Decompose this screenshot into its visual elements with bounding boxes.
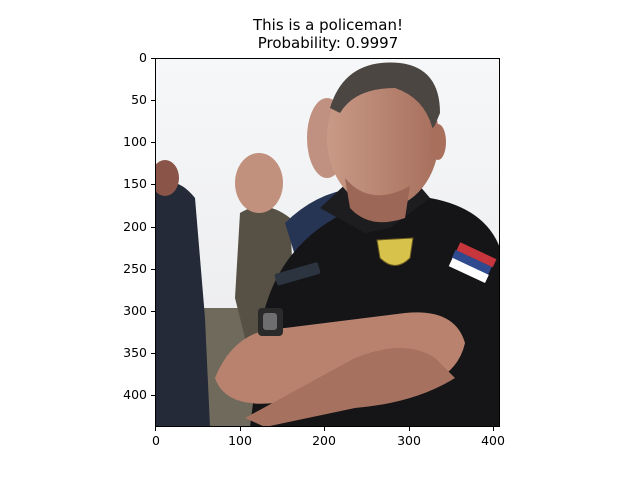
x-tick-label: 0 <box>152 433 160 448</box>
name-tag <box>274 262 321 286</box>
y-tick <box>151 269 155 270</box>
y-tick <box>151 184 155 185</box>
x-tick <box>493 427 494 431</box>
left-person <box>155 182 210 427</box>
x-tick <box>409 427 410 431</box>
y-tick <box>151 227 155 228</box>
flag-white <box>448 257 489 283</box>
face <box>327 68 439 208</box>
x-tick <box>155 427 156 431</box>
x-tick-label: 400 <box>481 433 505 448</box>
y-tick-label: 350 <box>123 345 147 360</box>
flag-blue <box>451 249 492 275</box>
x-tick-label: 300 <box>397 433 421 448</box>
y-tick-label: 250 <box>123 261 147 276</box>
left-person-head <box>155 160 179 196</box>
neck <box>345 178 410 223</box>
y-tick-label: 400 <box>123 387 147 402</box>
x-tick-label: 100 <box>228 433 252 448</box>
sleeve <box>385 258 455 308</box>
y-tick-label: 150 <box>123 176 147 191</box>
arm-left <box>245 348 455 427</box>
y-tick <box>151 395 155 396</box>
y-tick-label: 50 <box>131 92 147 107</box>
x-tick-label: 200 <box>312 433 336 448</box>
police-badge <box>376 237 414 266</box>
x-tick <box>240 427 241 431</box>
title-line-2: Probability: 0.9997 <box>257 34 399 52</box>
ear <box>430 124 446 160</box>
y-tick-label: 200 <box>123 219 147 234</box>
photo <box>155 58 500 427</box>
y-tick <box>151 142 155 143</box>
y-tick-label: 300 <box>123 303 147 318</box>
y-tick-label: 0 <box>139 50 147 65</box>
y-tick-label: 100 <box>123 134 147 149</box>
x-tick <box>324 427 325 431</box>
y-tick <box>151 311 155 312</box>
watch-face <box>263 313 277 330</box>
bald-man-head <box>235 153 283 213</box>
y-tick <box>151 353 155 354</box>
flag-red <box>456 242 497 268</box>
y-tick <box>151 100 155 101</box>
hair <box>330 62 440 130</box>
y-tick <box>151 58 155 59</box>
title-line-1: This is a policeman! <box>253 16 403 34</box>
